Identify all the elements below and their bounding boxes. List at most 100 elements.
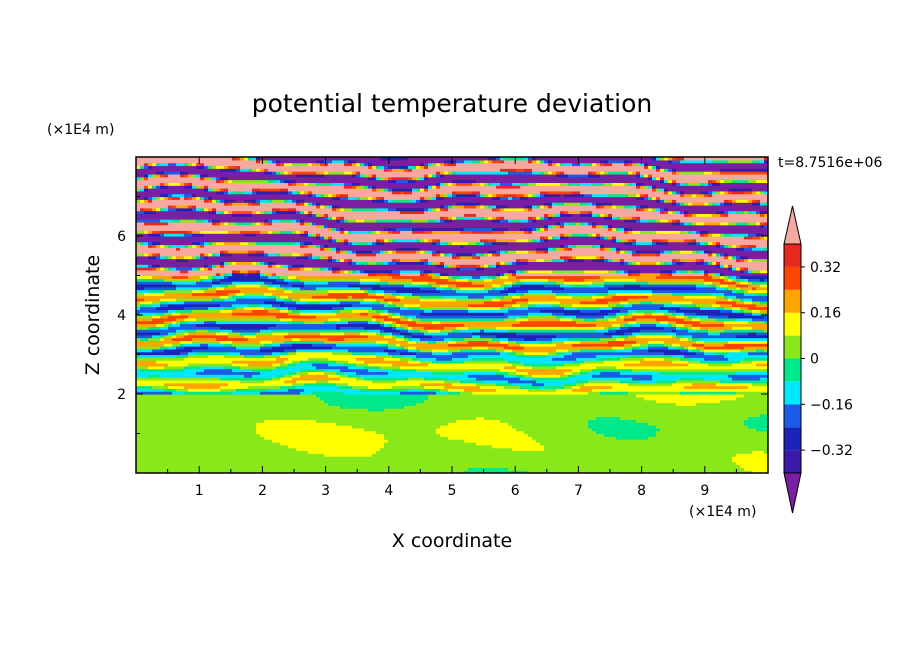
contour-cell — [640, 379, 657, 384]
contour-cell — [332, 267, 337, 271]
contour-cell — [628, 241, 633, 246]
contour-cell — [428, 207, 433, 212]
contour-cell — [616, 216, 621, 220]
contour-cell — [208, 173, 297, 178]
contour-cell — [160, 171, 165, 175]
contour-cell — [208, 176, 213, 181]
contour-cell — [356, 171, 361, 175]
contour-cell — [408, 168, 413, 172]
contour-cell — [256, 430, 377, 435]
contour-cell — [348, 283, 381, 288]
contour-cell — [136, 346, 161, 350]
contour-cell — [720, 283, 729, 288]
contour-cell — [516, 261, 521, 265]
contour-cell — [224, 365, 241, 370]
contour-cell — [548, 216, 553, 220]
contour-cell — [708, 182, 713, 186]
contour-cell — [600, 306, 613, 310]
contour-cell — [396, 179, 409, 183]
contour-cell — [612, 204, 617, 209]
contour-cell — [680, 193, 685, 198]
contour-cell — [208, 306, 225, 310]
contour-cell — [464, 204, 477, 209]
contour-cell — [684, 346, 689, 350]
contour-cell — [544, 171, 549, 175]
contour-cell — [716, 210, 721, 215]
contour-cell — [336, 360, 349, 364]
contour-cell — [516, 306, 529, 310]
contour-cell — [620, 416, 749, 420]
contour-cell — [636, 219, 641, 223]
contour-cell — [216, 165, 225, 169]
contour-cell — [284, 298, 293, 302]
contour-cell — [692, 202, 705, 206]
contour-cell — [316, 379, 329, 384]
contour-cell — [508, 269, 513, 274]
contour-cell — [356, 362, 369, 367]
contour-cell — [232, 269, 237, 274]
contour-cell — [596, 323, 613, 327]
contour-cell — [372, 196, 377, 200]
contour-cell — [328, 317, 341, 322]
contour-cell — [652, 185, 657, 189]
contour-cell — [564, 340, 581, 344]
contour-cell — [556, 221, 561, 226]
contour-cell — [764, 213, 768, 217]
contour-cell — [724, 295, 729, 299]
contour-cell — [736, 461, 768, 466]
contour-cell — [532, 193, 537, 198]
contour-cell — [288, 309, 293, 313]
contour-cell — [692, 213, 697, 217]
contour-cell — [468, 354, 517, 358]
contour-cell — [516, 258, 521, 262]
contour-cell — [136, 252, 145, 257]
contour-cell — [532, 219, 537, 223]
contour-cell — [220, 329, 233, 333]
contour-cell — [752, 326, 768, 330]
contour-cell — [268, 286, 277, 291]
contour-cell — [448, 340, 457, 344]
contour-cell — [400, 298, 421, 302]
contour-cell — [136, 298, 145, 302]
contour-cell — [560, 182, 569, 186]
contour-cell — [424, 185, 429, 189]
contour-cell — [216, 199, 221, 203]
contour-cell — [592, 368, 633, 373]
contour-cell — [736, 391, 768, 395]
contour-cell — [368, 334, 385, 339]
contour-cell — [248, 202, 253, 206]
contour-cell — [136, 456, 733, 460]
contour-cell — [264, 300, 285, 305]
contour-cell — [168, 315, 189, 319]
contour-cell — [700, 269, 705, 274]
contour-cell — [508, 204, 525, 209]
contour-cell — [732, 188, 745, 192]
contour-cell — [708, 269, 741, 274]
contour-cell — [152, 267, 157, 271]
contour-cell — [392, 199, 413, 203]
contour-cell — [672, 182, 677, 186]
y-axis: 246 — [117, 196, 768, 434]
contour-cell — [304, 244, 309, 248]
contour-cell — [728, 244, 733, 248]
contour-cell — [244, 295, 269, 299]
contour-cell — [704, 357, 729, 361]
contour-cell — [664, 340, 697, 344]
contour-cell — [600, 275, 657, 279]
contour-cell — [388, 207, 397, 212]
contour-cell — [696, 329, 709, 333]
contour-cell — [392, 385, 425, 389]
contour-cell — [728, 267, 733, 271]
colorbar-bin — [784, 335, 801, 359]
contour-cell — [336, 422, 449, 426]
contour-cell — [600, 337, 617, 341]
contour-cell — [344, 250, 349, 254]
contour-cell — [204, 264, 209, 268]
contour-cell — [388, 351, 401, 356]
contour-cell — [712, 182, 717, 186]
contour-cell — [744, 278, 749, 282]
contour-cell — [560, 300, 581, 305]
contour-cell — [500, 298, 513, 302]
contour-cell — [260, 303, 273, 308]
contour-cell — [640, 343, 649, 347]
